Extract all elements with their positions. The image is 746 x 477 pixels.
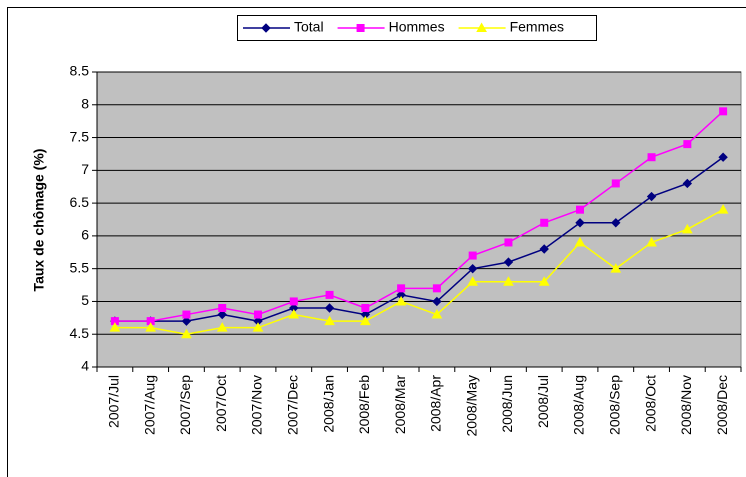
marker [397, 284, 406, 293]
x-tick-label: 2008/Jul [535, 375, 551, 428]
y-tick-label: 6.5 [70, 194, 90, 210]
marker [681, 223, 693, 234]
marker [611, 218, 621, 228]
legend: Total Hommes Femmes [237, 15, 597, 41]
series-line [114, 209, 724, 335]
x-tick-label: 2008/Aug [571, 375, 587, 435]
y-tick-label: 4 [81, 358, 89, 374]
x-tick-label: 2007/Sep [177, 375, 193, 435]
y-tick-label: 8 [81, 95, 89, 111]
marker [575, 218, 585, 228]
marker [646, 236, 657, 247]
marker [217, 309, 227, 320]
marker [181, 316, 192, 326]
marker [288, 309, 300, 319]
marker [576, 205, 584, 214]
marker [324, 303, 335, 313]
x-tick-label: 2008/Feb [356, 375, 372, 434]
x-tick-label: 2008/Mar [392, 375, 408, 434]
marker [504, 238, 513, 247]
x-tick-label: 2008/Nov [678, 375, 694, 435]
series-line [114, 156, 724, 322]
marker [574, 236, 586, 247]
marker [647, 153, 656, 162]
marker [503, 276, 514, 286]
marker [503, 257, 514, 267]
marker [467, 276, 479, 286]
marker [182, 310, 191, 319]
marker [359, 315, 371, 326]
marker [468, 251, 477, 260]
y-tick-label: 5.5 [70, 259, 90, 275]
marker [218, 304, 227, 312]
x-tick-label: 2008/Jun [499, 375, 515, 433]
x-tick-label: 2008/May [463, 375, 479, 436]
legend-label: Hommes [389, 19, 445, 35]
marker [646, 191, 657, 202]
marker [432, 284, 441, 293]
marker [718, 152, 728, 162]
marker [431, 309, 443, 319]
marker [719, 107, 728, 116]
x-tick-label: 2008/Apr [428, 375, 444, 432]
x-tick-label: 2007/Nov [249, 375, 265, 435]
marker [539, 244, 549, 254]
marker [611, 179, 620, 188]
x-tick-label: 2007/Dec [284, 375, 300, 435]
marker [476, 22, 487, 32]
y-tick-label: 6 [81, 227, 89, 243]
x-tick-label: 2007/Aug [141, 375, 157, 435]
x-tick-label: 2008/Oct [642, 375, 658, 432]
marker [216, 322, 228, 332]
marker [610, 263, 622, 273]
marker [540, 218, 549, 227]
marker [181, 328, 192, 339]
y-tick-label: 5 [81, 292, 89, 308]
x-tick-label: 2007/Oct [213, 375, 229, 432]
marker [261, 23, 271, 33]
legend-label: Femmes [510, 19, 564, 35]
marker [325, 290, 334, 299]
marker [717, 204, 729, 214]
x-tick-label: 2007/Jul [106, 375, 122, 428]
marker [254, 310, 262, 319]
marker [683, 140, 692, 149]
marker [356, 24, 365, 32]
y-tick-label: 4.5 [70, 325, 90, 341]
legend-label: Total [294, 19, 324, 35]
marker [289, 297, 298, 306]
legend-box [237, 15, 597, 41]
x-tick-label: 2008/Sep [606, 375, 622, 435]
marker [145, 322, 157, 332]
marker [109, 322, 121, 332]
marker [395, 295, 407, 306]
y-tick-label: 7.5 [70, 128, 90, 144]
marker [432, 296, 442, 307]
marker [682, 178, 693, 189]
series-line [114, 110, 724, 322]
marker [467, 263, 478, 274]
marker [361, 304, 370, 312]
x-tick-label: 2008/Jan [320, 375, 336, 433]
marker [538, 276, 550, 286]
y-tick-label: 8.5 [70, 63, 90, 79]
marker [252, 322, 264, 332]
x-tick-label: 2008/Dec [714, 375, 730, 435]
y-axis-label: Taux de chômage (%) [31, 149, 47, 292]
plot-area [96, 71, 742, 368]
y-tick-label: 7 [81, 161, 89, 177]
marker [324, 315, 335, 326]
